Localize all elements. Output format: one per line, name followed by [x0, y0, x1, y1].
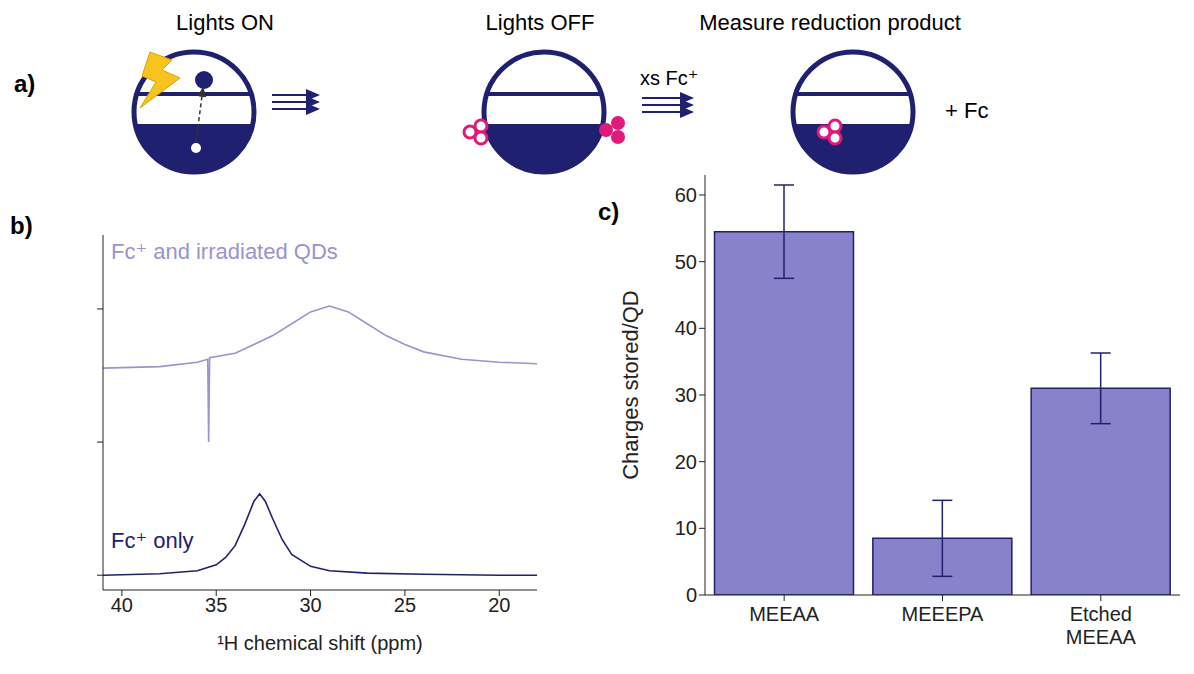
svg-text:Measure reduction product: Measure reduction product: [699, 10, 961, 35]
svg-text:30: 30: [675, 384, 697, 406]
svg-text:MEEAA: MEEAA: [749, 603, 820, 625]
svg-text:Lights OFF: Lights OFF: [486, 10, 595, 35]
svg-text:25: 25: [394, 594, 416, 616]
svg-text:35: 35: [205, 594, 227, 616]
svg-text:20: 20: [675, 451, 697, 473]
html-text:c): c): [598, 198, 620, 225]
svg-text:40: 40: [111, 594, 133, 616]
svg-text:EtchedMEEAA: EtchedMEEAA: [1066, 603, 1137, 648]
svg-text:Charges stored/QD: Charges stored/QD: [618, 290, 643, 480]
svg-text:a): a): [14, 70, 35, 97]
svg-text:30: 30: [299, 594, 321, 616]
html-text:Fc⁺ and irradiated QDs: Fc⁺ and irradiated QDs: [111, 239, 338, 264]
svg-text:0: 0: [686, 584, 697, 606]
html-text:Fc⁺ only: Fc⁺ only: [111, 528, 194, 553]
svg-text:+ Fc: + Fc: [945, 98, 988, 123]
svg-text:60: 60: [675, 184, 697, 206]
svg-text:xs Fc⁺: xs Fc⁺: [640, 67, 698, 89]
svg-text:¹H chemical shift (ppm): ¹H chemical shift (ppm): [217, 632, 423, 654]
svg-text:20: 20: [488, 594, 510, 616]
svg-text:10: 10: [675, 517, 697, 539]
html-text:b): b): [10, 212, 33, 239]
svg-text:Lights ON: Lights ON: [176, 10, 274, 35]
svg-text:40: 40: [675, 317, 697, 339]
svg-text:MEEEPA: MEEEPA: [902, 603, 985, 625]
svg-text:50: 50: [675, 251, 697, 273]
